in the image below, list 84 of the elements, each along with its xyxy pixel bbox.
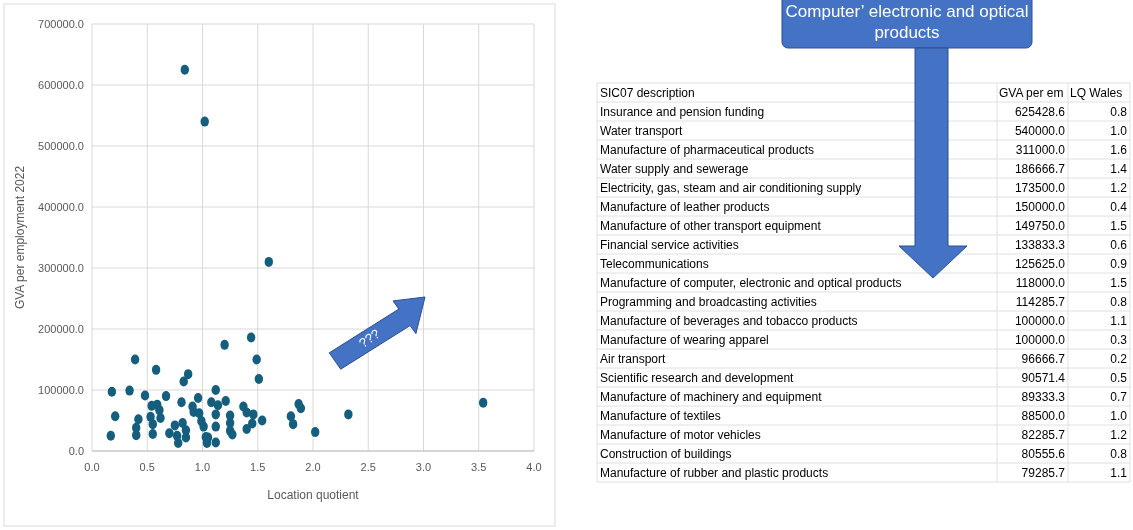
category-label: Air transport — [600, 352, 667, 366]
category-label: Financial service activities — [600, 238, 739, 252]
y-tick-label: 100000.0 — [38, 384, 84, 396]
category-label: Manufacture of motor vehicles — [600, 428, 761, 442]
data-label: 0.4 — [1110, 200, 1128, 214]
y-tick-label: 600000.0 — [38, 79, 84, 91]
category-label: Insurance and pension funding — [600, 105, 765, 119]
category-label: Manufacture of textiles — [600, 409, 721, 423]
category-label: Construction of buildings — [600, 447, 732, 461]
data-label: 100000.0 — [1014, 333, 1066, 347]
x-tick-label: 2.5 — [360, 461, 376, 473]
category-label: Manufacture of beverages and tobacco products — [600, 314, 858, 328]
category-label: Programming and broadcasting activities — [600, 295, 817, 309]
category-label: Electricity, gas, steam and air conditioning supply — [600, 181, 862, 195]
category-label: Manufacture of pharmaceutical products — [600, 143, 815, 157]
y-tick-label: 0.0 — [68, 445, 84, 457]
category-label: Manufacture of machinery and equipment — [600, 390, 823, 404]
data-label: 311000.0 — [1015, 143, 1066, 157]
category-label: Manufacture of rubber and plastic products — [600, 466, 829, 480]
y-tick-label: 500000.0 — [38, 140, 84, 152]
data-label: 0.9 — [1110, 257, 1128, 271]
data-label: 173500.0 — [1014, 181, 1066, 195]
data-label: 149750.0 — [1014, 219, 1066, 233]
data-label: 0.2 — [1110, 352, 1128, 366]
y-tick-label: 400000.0 — [38, 201, 84, 213]
data-label: 1.2 — [1110, 428, 1128, 442]
text: Computer’ electronic and optical products — [785, 2, 1029, 42]
y-tick-label: 200000.0 — [38, 323, 84, 335]
data-label: 80555.6 — [1021, 447, 1066, 461]
data-label: 1.0 — [1110, 409, 1128, 423]
category-label: Manufacture of computer, electronic and optical products — [600, 276, 902, 290]
data-label: 0.3 — [1110, 333, 1128, 347]
category-label: Water supply and sewerage — [600, 162, 749, 176]
text: LQ Wales — [1070, 86, 1123, 100]
x-axis-title: Location quotient — [267, 488, 360, 502]
data-label: 89333.3 — [1021, 390, 1066, 404]
annotation: ??? — [356, 325, 383, 351]
y-tick-label: 300000.0 — [38, 262, 84, 274]
data-label: 114285.7 — [1015, 295, 1066, 309]
x-tick-label: 1.5 — [250, 461, 266, 473]
data-label: 1.4 — [1110, 162, 1128, 176]
x-tick-label: 3.5 — [471, 461, 487, 473]
data-label: 90571.4 — [1021, 371, 1066, 385]
data-label: 0.8 — [1110, 447, 1128, 461]
x-tick-label: 2.0 — [305, 461, 321, 473]
x-tick-label: 1.0 — [194, 461, 211, 473]
category-label: Manufacture of wearing apparel — [600, 333, 769, 347]
data-label: 0.6 — [1110, 238, 1128, 252]
y-axis-title: GVA per employment 2022 — [13, 165, 27, 310]
x-tick-label: 0.0 — [84, 461, 100, 473]
category-label: Scientific research and development — [600, 371, 795, 385]
y-tick-label: 700000.0 — [38, 18, 84, 30]
data-label: 82285.7 — [1021, 428, 1066, 442]
category-label: Water transport — [600, 124, 683, 138]
data-label: 0.5 — [1110, 371, 1128, 385]
text: GVA per em — [999, 86, 1064, 100]
data-label: 1.0 — [1110, 124, 1128, 138]
data-label: 79285.7 — [1021, 466, 1066, 480]
data-label: 1.1 — [1110, 466, 1128, 480]
data-label: 150000.0 — [1014, 200, 1066, 214]
data-label: 625428.6 — [1014, 105, 1066, 119]
category-label: Telecommunications — [600, 257, 709, 271]
data-label: 186666.7 — [1014, 162, 1066, 176]
data-label: 125625.0 — [1014, 257, 1066, 271]
data-label: 1.2 — [1110, 181, 1128, 195]
data-label: 88500.0 — [1021, 409, 1066, 423]
data-label: 1.5 — [1110, 219, 1128, 233]
data-label: 96666.7 — [1021, 352, 1066, 366]
category-label: Manufacture of leather products — [600, 200, 770, 214]
x-tick-label: 3.0 — [415, 461, 432, 473]
text: SIC07 description — [600, 86, 695, 100]
x-tick-label: 4.0 — [526, 461, 542, 473]
data-label: 540000.0 — [1014, 124, 1066, 138]
data-label: 1.6 — [1110, 143, 1128, 157]
data-label: 0.7 — [1110, 390, 1128, 404]
category-label: Manufacture of other transport equipment — [600, 219, 822, 233]
data-label: 1.5 — [1110, 276, 1128, 290]
data-label: 0.8 — [1110, 105, 1128, 119]
data-label: 118000.0 — [1015, 276, 1066, 290]
x-tick-label: 0.5 — [139, 461, 155, 473]
data-label: 1.1 — [1110, 314, 1128, 328]
data-label: 100000.0 — [1014, 314, 1066, 328]
data-label: 0.8 — [1110, 295, 1128, 309]
data-label: 133833.3 — [1014, 238, 1066, 252]
